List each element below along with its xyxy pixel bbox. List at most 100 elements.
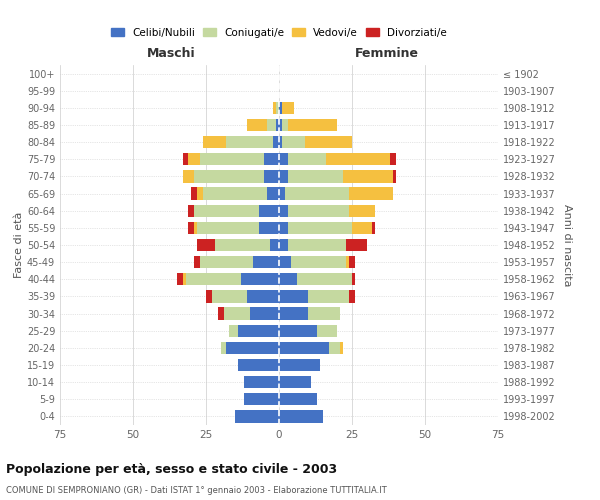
Bar <box>349 188 393 200</box>
Bar <box>226 342 279 354</box>
Bar <box>349 204 376 217</box>
Bar <box>224 308 250 320</box>
Bar <box>343 170 393 182</box>
Bar <box>188 153 200 166</box>
Bar <box>279 273 296 285</box>
Bar <box>279 153 288 166</box>
Bar <box>200 256 253 268</box>
Bar <box>188 204 194 217</box>
Bar <box>290 256 346 268</box>
Bar <box>194 256 200 268</box>
Bar <box>279 204 288 217</box>
Bar <box>194 170 265 182</box>
Bar <box>273 102 276 114</box>
Bar <box>221 342 226 354</box>
Bar <box>279 222 288 234</box>
Bar <box>279 290 308 302</box>
Bar <box>247 290 279 302</box>
Bar <box>393 170 396 182</box>
Bar <box>329 342 340 354</box>
Bar <box>265 170 279 182</box>
Bar <box>288 153 326 166</box>
Bar <box>346 239 367 251</box>
Bar <box>279 119 282 131</box>
Bar <box>226 136 273 148</box>
Bar <box>244 376 279 388</box>
Bar <box>282 119 288 131</box>
Bar <box>203 136 226 148</box>
Bar <box>253 256 279 268</box>
Bar <box>308 308 340 320</box>
Text: Maschi: Maschi <box>146 47 195 60</box>
Bar <box>268 119 276 131</box>
Bar <box>191 188 197 200</box>
Bar <box>279 136 282 148</box>
Bar <box>197 188 203 200</box>
Y-axis label: Fasce di età: Fasce di età <box>14 212 24 278</box>
Bar <box>238 324 279 337</box>
Bar <box>265 153 279 166</box>
Bar <box>279 376 311 388</box>
Bar <box>279 239 288 251</box>
Bar <box>349 256 355 268</box>
Bar <box>279 308 308 320</box>
Bar <box>352 273 355 285</box>
Bar <box>288 204 349 217</box>
Bar <box>247 119 268 131</box>
Bar <box>185 273 241 285</box>
Bar <box>308 290 349 302</box>
Bar <box>346 256 349 268</box>
Bar <box>268 188 279 200</box>
Bar <box>229 324 238 337</box>
Bar <box>279 393 317 406</box>
Text: Popolazione per età, sesso e stato civile - 2003: Popolazione per età, sesso e stato civil… <box>6 462 337 475</box>
Bar <box>235 410 279 422</box>
Bar <box>276 119 279 131</box>
Bar <box>288 239 346 251</box>
Bar <box>279 359 320 371</box>
Bar <box>373 222 376 234</box>
Bar <box>296 273 352 285</box>
Bar <box>279 170 288 182</box>
Bar <box>349 290 355 302</box>
Bar <box>273 136 279 148</box>
Bar <box>177 273 182 285</box>
Bar <box>212 290 247 302</box>
Text: COMUNE DI SEMPRONIANO (GR) - Dati ISTAT 1° gennaio 2003 - Elaborazione TUTTITALI: COMUNE DI SEMPRONIANO (GR) - Dati ISTAT … <box>6 486 387 495</box>
Bar <box>279 342 329 354</box>
Bar <box>241 273 279 285</box>
Bar <box>390 153 396 166</box>
Bar <box>279 188 285 200</box>
Bar <box>270 239 279 251</box>
Bar <box>182 153 188 166</box>
Y-axis label: Anni di nascita: Anni di nascita <box>562 204 572 286</box>
Bar <box>197 222 259 234</box>
Bar <box>276 102 279 114</box>
Bar <box>215 239 270 251</box>
Bar <box>238 359 279 371</box>
Bar <box>218 308 224 320</box>
Bar <box>244 393 279 406</box>
Bar <box>279 102 282 114</box>
Bar <box>305 136 352 148</box>
Bar <box>182 273 185 285</box>
Bar <box>279 410 323 422</box>
Bar <box>288 119 337 131</box>
Text: Femmine: Femmine <box>355 47 419 60</box>
Bar <box>194 222 197 234</box>
Bar <box>200 153 265 166</box>
Bar <box>279 324 317 337</box>
Bar <box>279 256 290 268</box>
Bar <box>259 204 279 217</box>
Bar <box>182 170 194 182</box>
Bar <box>340 342 343 354</box>
Bar <box>194 204 259 217</box>
Bar <box>288 222 352 234</box>
Bar <box>250 308 279 320</box>
Bar <box>288 170 343 182</box>
Bar <box>188 222 194 234</box>
Bar <box>203 188 268 200</box>
Legend: Celibi/Nubili, Coniugati/e, Vedovi/e, Divorziati/e: Celibi/Nubili, Coniugati/e, Vedovi/e, Di… <box>107 24 451 42</box>
Bar <box>259 222 279 234</box>
Bar <box>282 102 293 114</box>
